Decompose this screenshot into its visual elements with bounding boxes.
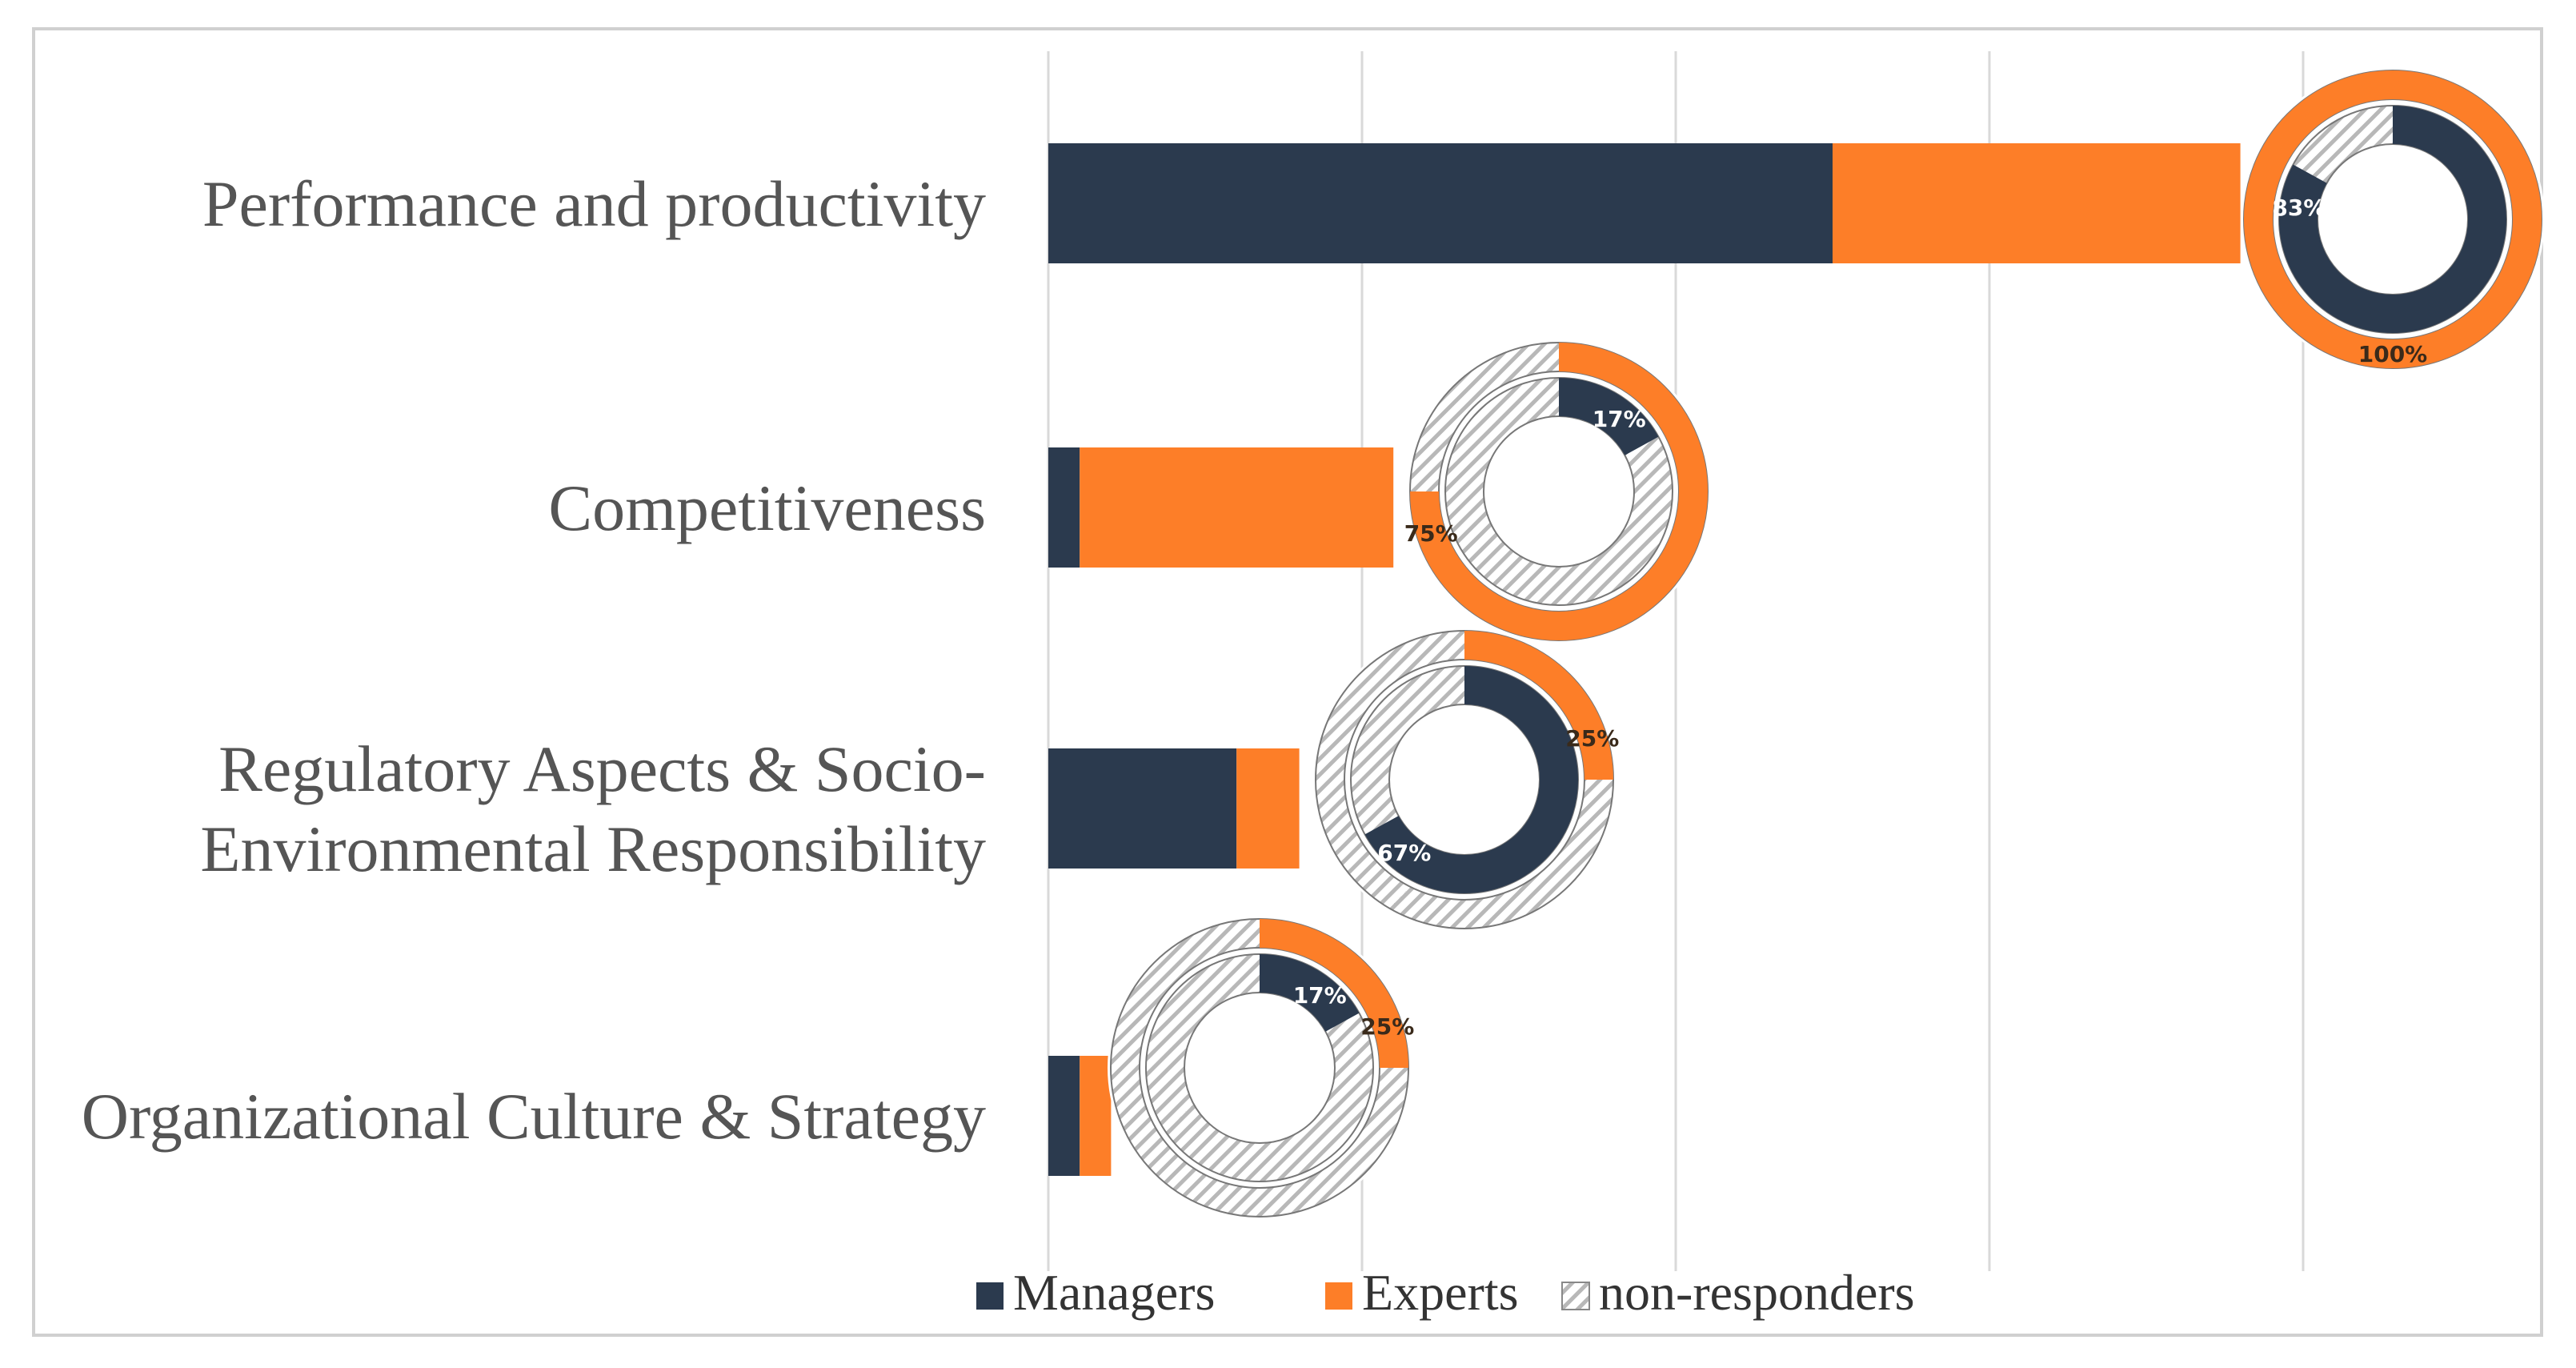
- legend-label-experts: Experts: [1362, 1264, 1519, 1321]
- bar-experts: [1833, 143, 2241, 263]
- experts-ring-segment: [1464, 631, 1613, 780]
- experts-pct-label: 25%: [1565, 725, 1619, 752]
- donut: 67% 25%: [1312, 628, 1619, 932]
- bar-managers: [1048, 748, 1237, 869]
- category-label: Regulatory Aspects & Socio-: [218, 732, 986, 805]
- bar-experts: [1080, 1056, 1112, 1176]
- category-label: Competitiveness: [548, 471, 986, 544]
- category-labels: Performance and productivity Competitiven…: [82, 167, 986, 1153]
- experts-pct-label: 100%: [2358, 341, 2428, 367]
- legend-swatch-experts: [1325, 1282, 1352, 1310]
- experts-pct-label: 25%: [1360, 1013, 1414, 1040]
- legend-swatch-non-responders: [1561, 1282, 1590, 1310]
- donut: 17% 75%: [1404, 339, 1711, 644]
- category-label: Organizational Culture & Strategy: [82, 1080, 986, 1153]
- bars: [1048, 143, 2241, 1176]
- bar-managers: [1048, 143, 1833, 263]
- bar-managers: [1048, 447, 1080, 568]
- experts-ring-segment: [1410, 343, 1708, 640]
- managers-ring-segment: [1364, 666, 1578, 893]
- legend: Managers Experts non-responders: [976, 1264, 1915, 1321]
- managers-pct-label: 17%: [1293, 982, 1347, 1009]
- bar-experts: [1080, 447, 1394, 568]
- legend-label-managers: Managers: [1013, 1264, 1215, 1321]
- experts-ring-segment: [1259, 919, 1408, 1069]
- experts-ring-segment: [2244, 70, 2542, 368]
- managers-ring-segment: [1259, 954, 1360, 1033]
- donuts: 83% 100% 17% 75% 67% 25% 17% 25%: [1108, 67, 2545, 1220]
- donut: 83% 100%: [2241, 67, 2545, 371]
- managers-ring-segment: [1558, 378, 1659, 456]
- category-label: Performance and productivity: [202, 167, 986, 240]
- experts-pct-label: 75%: [1404, 520, 1458, 547]
- managers-pct-label: 83%: [2272, 195, 2326, 221]
- category-label: Environmental Responsibility: [200, 812, 986, 885]
- managers-pct-label: 67%: [1377, 840, 1431, 866]
- donut: 17% 25%: [1108, 916, 1414, 1220]
- managers-ring-segment: [2279, 106, 2506, 333]
- legend-swatch-managers: [976, 1282, 1004, 1310]
- bar-managers: [1048, 1056, 1080, 1176]
- bar-experts: [1236, 748, 1300, 869]
- managers-pct-label: 17%: [1592, 406, 1646, 432]
- legend-label-non-responders: non-responders: [1599, 1264, 1915, 1321]
